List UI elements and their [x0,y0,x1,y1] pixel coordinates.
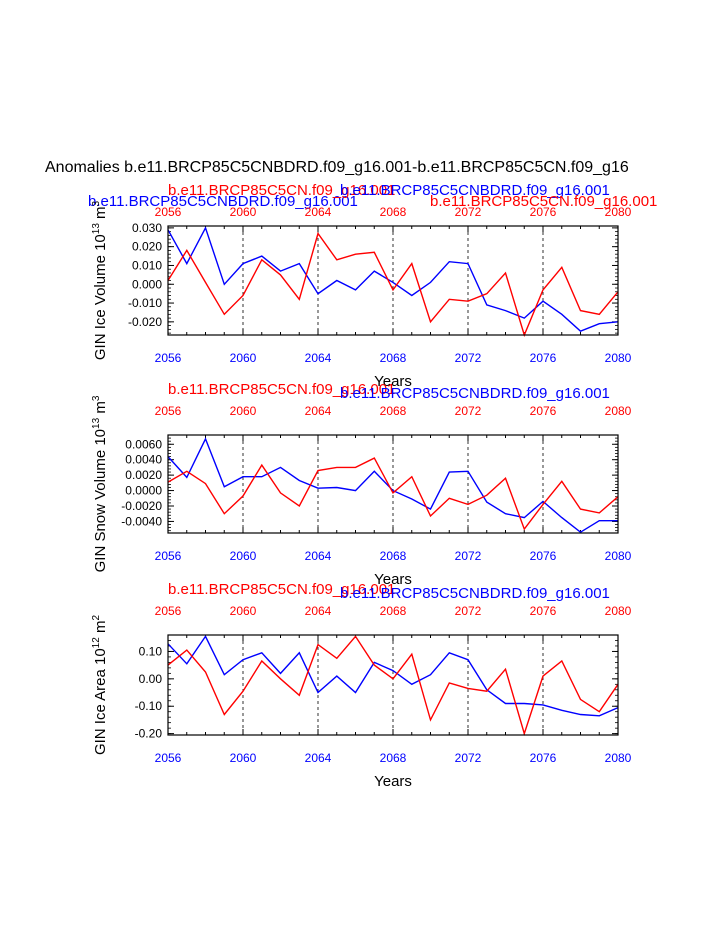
y-tick-label: -0.010 [128,296,162,310]
plot-frame [167,434,619,534]
series-line-blue [167,635,619,717]
chart-panel-2: b.e11.BRCP85C5CN.f09_g16.001b.e11.BRCP85… [91,381,632,588]
x-tick-label-top: 2080 [605,604,632,618]
x-tick-label-top: 2076 [530,604,557,618]
x-tick-label-top: 2076 [530,404,557,418]
series-line-red [167,457,619,531]
chart-panel-3: b.e11.BRCP85C5CN.f09_g16.001b.e11.BRCP85… [91,581,632,790]
series-line-red [167,231,619,338]
x-tick-label-bottom: 2072 [455,351,482,365]
y-tick-label: 0.00 [139,672,163,686]
y-tick-label: 0.0040 [125,453,162,467]
x-tick-label-bottom: 2072 [455,549,482,563]
y-tick-label: 0.0020 [125,468,162,482]
y-tick-label: -0.020 [128,315,162,329]
y-tick-label: 0.030 [132,221,162,235]
x-tick-label-top: 2072 [455,604,482,618]
y-tick-label: -0.10 [135,699,163,713]
x-tick-label-bottom: 2056 [155,751,182,765]
x-axis-label: Years [374,571,412,588]
x-axis-label: Years [374,773,412,790]
x-tick-label-bottom: 2068 [380,351,407,365]
x-tick-label-top: 2068 [380,205,407,219]
y-tick-label: -0.0020 [121,499,162,513]
panel-title-left-red: b.e11.BRCP85C5CN.f09_g16.001 [168,581,395,598]
plot-frame [167,634,619,736]
x-tick-label-bottom: 2068 [380,549,407,563]
panel-title-center-blue: b.e11.BRCP85C5CNBDRD.f09_g16.001 [340,182,610,199]
x-tick-label-top: 2060 [230,604,257,618]
y-axis-label: GIN Ice Area 1012 m2 [91,615,109,756]
chart-panel-1: b.e11.BRCP85C5CNBDRD.f09_g16.001b.e11.BR… [88,182,657,390]
y-tick-label: -0.0040 [121,514,162,528]
x-tick-label-top: 2076 [530,205,557,219]
panel-title-center-blue: b.e11.BRCP85C5CNBDRD.f09_g16.001 [340,585,610,602]
x-tick-label-bottom: 2076 [530,549,557,563]
figure-title: Anomalies b.e11.BRCP85C5CNBDRD.f09_g16.0… [45,159,629,176]
x-tick-label-bottom: 2064 [305,751,332,765]
x-tick-label-bottom: 2080 [605,351,632,365]
x-tick-label-top: 2068 [380,404,407,418]
panel-title-right-red: b.e11.BRCP85C5CN.f09_g16.001 [430,193,657,210]
x-tick-label-top: 2068 [380,604,407,618]
y-axis-label: GIN Snow Volume 1013 m3 [91,395,109,572]
series-line-red [167,635,619,736]
series-line-blue [167,226,619,333]
x-tick-label-bottom: 2068 [380,751,407,765]
x-tick-label-top: 2060 [230,404,257,418]
y-tick-label: 0.000 [132,277,162,291]
panel-title-left-red: b.e11.BRCP85C5CN.f09_g16.001 [168,182,395,199]
y-tick-label: 0.010 [132,258,162,272]
x-tick-label-bottom: 2056 [155,549,182,563]
y-tick-label: 0.0000 [125,484,162,498]
x-tick-label-bottom: 2060 [230,351,257,365]
panel-title-left-red: b.e11.BRCP85C5CN.f09_g16.001 [168,381,395,398]
panel-title-left-blue: b.e11.BRCP85C5CNBDRD.f09_g16.001 [88,193,358,210]
x-tick-label-bottom: 2064 [305,549,332,563]
series-line-blue [167,437,618,534]
x-tick-label-top: 2056 [155,604,182,618]
x-tick-label-bottom: 2076 [530,351,557,365]
y-axis-label: GIN Ice Volume 1013 m3 [91,200,109,360]
x-tick-label-bottom: 2076 [530,751,557,765]
y-tick-label: -0.20 [135,727,163,741]
x-axis-label: Years [374,373,412,390]
x-tick-label-bottom: 2080 [605,549,632,563]
x-tick-label-top: 2064 [305,604,332,618]
x-tick-label-bottom: 2060 [230,549,257,563]
x-tick-label-top: 2072 [455,404,482,418]
x-tick-label-bottom: 2064 [305,351,332,365]
x-tick-label-top: 2080 [605,205,632,219]
x-tick-label-top: 2056 [155,205,182,219]
x-tick-label-bottom: 2060 [230,751,257,765]
x-tick-label-bottom: 2080 [605,751,632,765]
x-tick-label-top: 2060 [230,205,257,219]
x-tick-label-top: 2072 [455,205,482,219]
y-tick-label: 0.020 [132,240,162,254]
x-tick-label-bottom: 2072 [455,751,482,765]
x-tick-label-top: 2056 [155,404,182,418]
y-tick-label: 0.0060 [125,437,162,451]
x-tick-label-top: 2080 [605,404,632,418]
panel-title-center-blue: b.e11.BRCP85C5CNBDRD.f09_g16.001 [340,385,610,402]
plot-frame [167,225,619,336]
x-tick-label-top: 2064 [305,205,332,219]
x-tick-label-bottom: 2056 [155,351,182,365]
x-tick-label-top: 2064 [305,404,332,418]
y-tick-label: 0.10 [139,644,163,658]
